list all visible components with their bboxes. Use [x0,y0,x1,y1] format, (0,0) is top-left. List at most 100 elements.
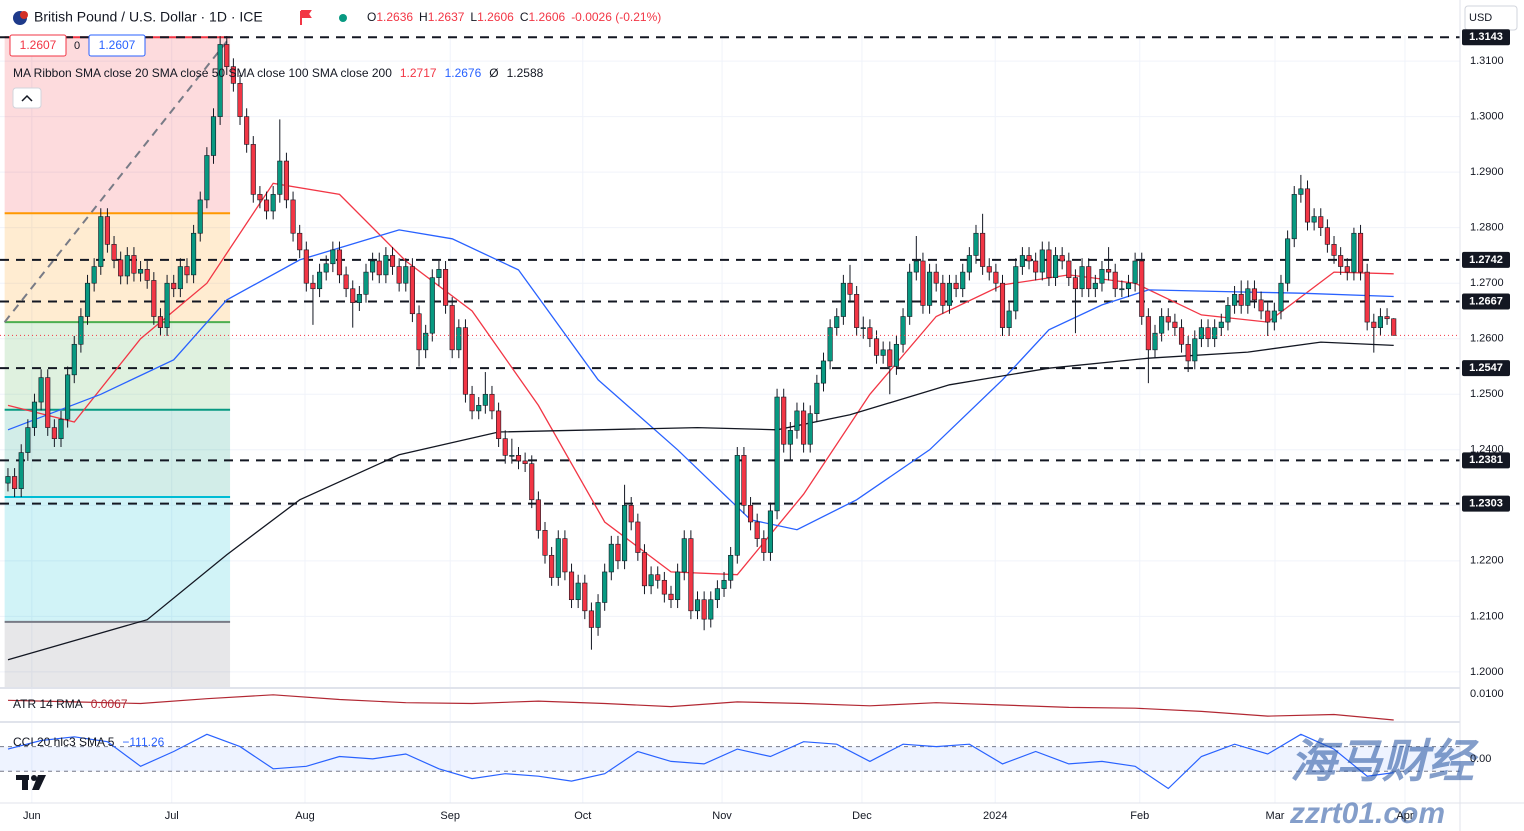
candle-body [761,538,767,553]
candle-body [787,430,793,445]
fib-zone [4,496,231,622]
candle-body [263,199,270,212]
y-tick-label: 1.2900 [1470,166,1504,178]
candle-body [1245,288,1251,306]
collapse-button[interactable] [12,87,42,109]
candle-body [65,374,71,420]
x-tick-label: Jun [23,810,41,822]
candle-body [449,305,455,351]
legend-label: CCI 20 hlc3 SMA 5 [13,735,115,749]
ohlc-key: O [367,10,376,24]
candle-body [920,260,926,306]
ohlc-key: H [419,10,428,24]
candle-body [854,294,860,328]
candle-body [953,282,959,290]
candle-body [1039,249,1045,273]
candle-body [197,199,203,234]
candle-body [734,455,740,556]
candle-body [747,505,754,523]
y-tick-label: 1.2200 [1470,555,1504,567]
level-tag [1462,495,1510,512]
ma-legend: MA Ribbon SMA close 20 SMA close 50 SMA … [13,66,544,80]
candle-body [343,274,349,290]
candle-body [376,260,382,276]
y-tick-label: 1.3100 [1470,55,1504,67]
candle-body [323,263,329,273]
candle-body [873,338,880,356]
x-tick-label: Jul [165,810,179,822]
candle-body [1046,249,1052,278]
candle-body [893,343,899,367]
candle-body [429,277,435,334]
candle-body [1059,255,1065,262]
candle-body [568,571,575,601]
ohlc-change: -0.0026 (-0.21%) [571,10,661,24]
candle-body [502,438,508,456]
candle-body [595,602,601,628]
candle-body [694,599,701,612]
sell-button[interactable] [9,34,67,57]
candle-body [297,232,303,251]
candle-body [840,282,846,317]
candle-body [515,455,522,462]
candle-body [1026,255,1032,262]
trendline [3,36,231,323]
candle-body [522,460,528,464]
candle-body [628,505,634,523]
x-tick-label: Nov [712,810,732,822]
candle-body [907,271,913,317]
currency-label: USD [1469,12,1492,24]
candle-body [1165,316,1171,323]
candle-body [1331,244,1337,256]
candle-body [409,266,415,315]
candle-body [138,269,144,274]
candle-body [1304,188,1311,223]
candle-body [834,316,840,328]
candle-body [230,66,236,84]
candle-body [535,499,541,531]
candle-body [1318,216,1324,228]
y-tick-label: 1.2800 [1470,222,1504,234]
candle-body [111,244,117,261]
candle-body [622,505,628,562]
candle-body [960,271,966,290]
candle-body [1285,238,1291,284]
candle-body [681,538,687,573]
candle-body [562,538,568,573]
candle-body [1278,282,1284,312]
legend-value: 1.2676 [445,66,482,80]
candle-body [1225,305,1231,323]
candle-body [1159,316,1165,334]
candle-body [847,282,853,295]
candle-body [443,269,449,306]
level-tag [1462,251,1510,268]
indicator-line [7,694,1394,721]
watermark: 海马财经 [1290,735,1479,787]
candle-body [469,393,475,412]
candle-body [529,463,535,501]
y-tick-label: 1.2600 [1470,333,1504,345]
candle-body [641,552,648,587]
atr-legend: ATR 14 RMA 0.0067 [13,697,128,711]
candle-body [754,521,760,539]
candle-body [84,282,91,317]
candle-body [423,332,429,351]
candle-body [781,396,787,445]
market-status[interactable] [339,14,347,22]
fib-zone [4,409,231,497]
candle-body [555,538,561,578]
candle-body [396,266,402,284]
buy-button[interactable] [88,34,146,57]
y-tick-label: 0.0100 [1470,688,1504,700]
candle-body [1377,316,1383,328]
candle-body [12,476,18,489]
candle-body [416,313,422,351]
flag-icon[interactable] [300,10,312,25]
legend-value: −111.26 [122,735,164,749]
candle-body [118,259,124,277]
candle-body [675,571,681,601]
candle-body [655,574,661,581]
x-tick-label: Oct [574,810,591,822]
candle-body [1119,288,1125,291]
level-tag [1462,360,1510,377]
